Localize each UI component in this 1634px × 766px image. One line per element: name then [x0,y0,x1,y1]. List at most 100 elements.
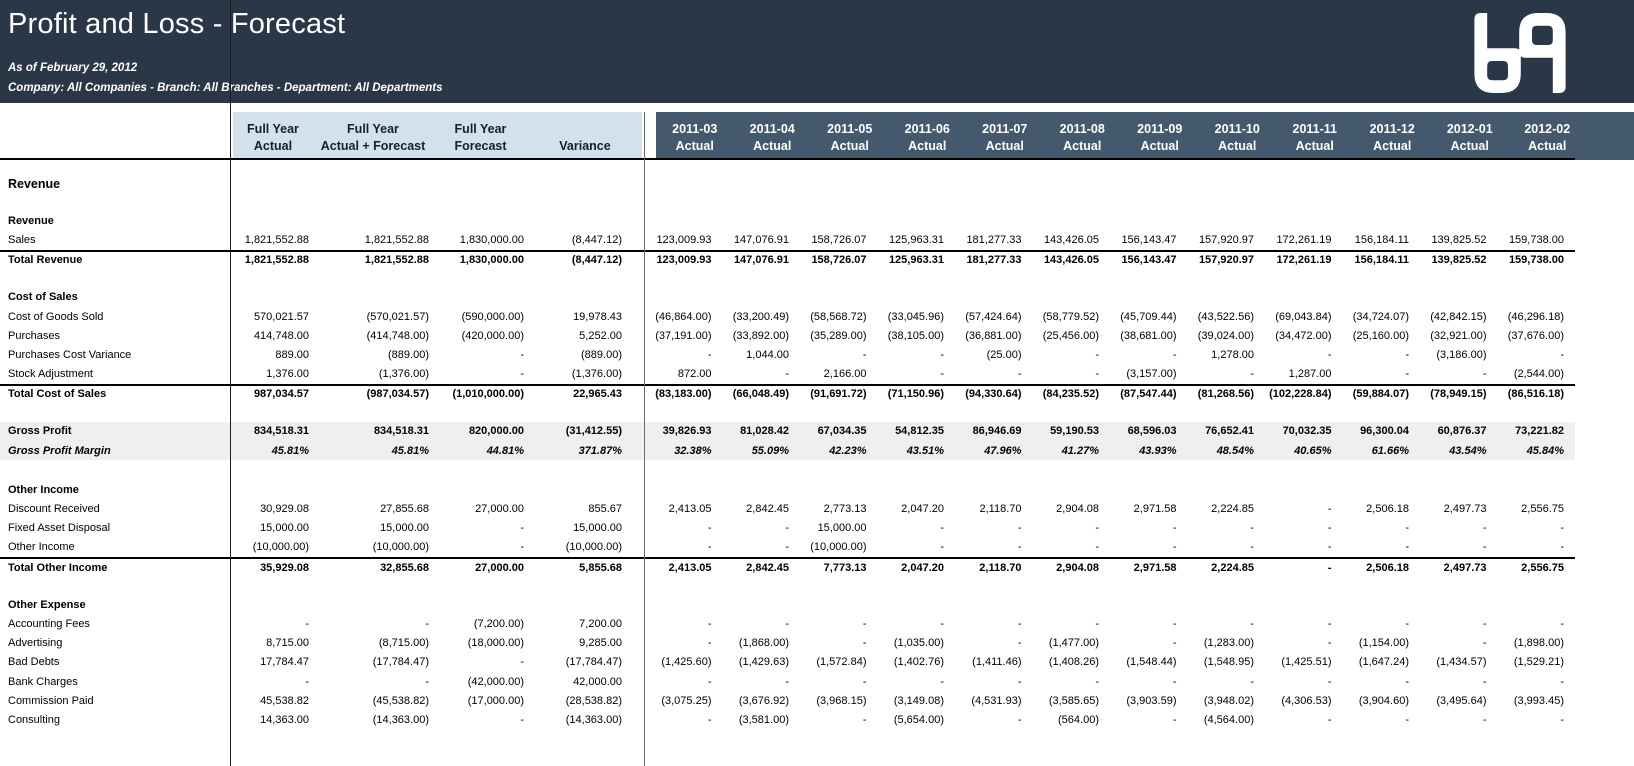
cell[interactable]: - [1327,617,1332,630]
cell[interactable]: 156,184.11 [1354,254,1409,267]
cell[interactable]: 2,497.73 [1443,561,1487,574]
cell[interactable]: (17,784.47) [565,656,622,669]
column-header-actual[interactable]: Full Year Actual [233,112,313,160]
cell[interactable]: (420,000.00) [461,329,524,342]
row-label[interactable]: Revenue [8,214,54,227]
cell[interactable]: (35,289.00) [810,329,867,342]
row-label[interactable]: Consulting [8,713,60,726]
cell[interactable]: 2,556.75 [1521,503,1564,516]
row-label[interactable]: Gross Profit [8,425,72,438]
cell[interactable]: (4,531.93) [971,694,1022,707]
cell[interactable]: 47.96% [984,444,1022,457]
cell[interactable]: - [1327,503,1332,516]
cell[interactable]: (1,035.00) [893,637,944,650]
cell[interactable]: 22,965.43 [573,388,622,401]
cell[interactable]: - [520,541,524,554]
cell[interactable]: 159,738.00 [1508,254,1564,267]
cell[interactable]: 147,076.91 [733,233,789,246]
cell[interactable]: 2,842.45 [746,503,789,516]
cell[interactable]: (25,160.00) [1352,329,1409,342]
cell[interactable]: 5,252.00 [579,329,622,342]
cell[interactable]: (1,408.26) [1048,656,1099,669]
cell[interactable]: - [520,348,524,361]
cell[interactable]: 48.54% [1216,444,1254,457]
cell[interactable]: (2,544.00) [1513,368,1564,381]
row-label[interactable]: Total Other Income [8,561,108,574]
cell[interactable]: 2,506.18 [1366,503,1409,516]
cell[interactable]: (3,903.59) [1126,694,1177,707]
cell[interactable]: - [305,617,309,630]
cell[interactable]: (1,425.51) [1281,656,1332,669]
cell[interactable]: (69,043.84) [1275,310,1332,323]
cell[interactable]: - [1172,617,1177,630]
cell[interactable]: 96,300.04 [1360,425,1409,438]
cell[interactable]: (3,157.00) [1126,368,1177,381]
cell[interactable]: (5,654.00) [893,713,944,726]
cell[interactable]: - [1560,541,1564,554]
cell[interactable]: 2,047.20 [901,503,944,516]
cell[interactable]: - [425,617,429,630]
cell[interactable]: (32,921.00) [1430,329,1487,342]
cell[interactable]: 59,190.53 [1050,425,1099,438]
cell[interactable]: (1,434.57) [1436,656,1487,669]
cell[interactable]: 76,652.41 [1205,425,1254,438]
cell[interactable]: 2,556.75 [1521,561,1564,574]
column-header-2011-11[interactable]: 2011-11 Actual [1276,112,1354,160]
row-label[interactable]: Other Income [8,483,79,496]
cell[interactable]: - [520,713,524,726]
cell[interactable]: (86,516.18) [1507,388,1564,401]
cell[interactable]: (58,568.72) [810,310,867,323]
column-header-2011-08[interactable]: 2011-08 Actual [1044,112,1122,160]
cell[interactable]: 44.81% [486,444,524,457]
cell[interactable]: (1,548.44) [1126,656,1177,669]
cell[interactable]: - [1560,675,1564,688]
cell[interactable]: (34,724.07) [1352,310,1409,323]
cell[interactable]: 73,221.82 [1515,425,1564,438]
column-header-2011-07[interactable]: 2011-07 Actual [966,112,1044,160]
cell[interactable]: (1,548.95) [1203,656,1254,669]
cell[interactable]: - [1405,348,1409,361]
cell[interactable]: 1,821,552.88 [244,254,309,267]
cell[interactable]: 159,738.00 [1508,233,1564,246]
cell[interactable]: - [1017,617,1022,630]
cell[interactable]: - [1482,541,1487,554]
cell[interactable]: - [1482,675,1487,688]
column-header-2012-02[interactable]: 2012-02 Actual [1509,112,1587,160]
cell[interactable]: - [1017,368,1022,381]
cell[interactable]: - [1405,675,1409,688]
cell[interactable]: - [940,348,944,361]
cell[interactable]: (889.00) [388,348,429,361]
cell[interactable]: (33,892.00) [732,329,789,342]
cell[interactable]: 834,518.31 [253,425,309,438]
cell[interactable]: 42,000.00 [573,675,622,688]
cell[interactable]: (87,547.44) [1120,388,1177,401]
cell[interactable]: 41.27% [1061,444,1099,457]
cell[interactable]: 820,000.00 [468,425,524,438]
cell[interactable]: - [862,637,867,650]
cell[interactable]: 2,166.00 [823,368,867,381]
cell[interactable]: (14,363.00) [565,713,622,726]
cell[interactable]: - [1560,713,1564,726]
column-header-2011-03[interactable]: 2011-03 Actual [656,112,734,160]
cell[interactable]: - [1017,675,1022,688]
cell[interactable]: (1,376.00) [378,368,429,381]
cell[interactable]: 2,904.08 [1056,561,1099,574]
cell[interactable]: 2,118.70 [979,503,1022,516]
cell[interactable]: (84,235.52) [1042,388,1099,401]
row-label[interactable]: Accounting Fees [8,617,90,630]
cell[interactable]: (39,024.00) [1197,329,1254,342]
cell[interactable]: - [1482,637,1487,650]
cell[interactable]: (1,411.46) [972,656,1022,669]
cell[interactable]: 156,184.11 [1354,233,1409,246]
cell[interactable]: - [1560,348,1564,361]
cell[interactable]: (1,477.00) [1048,637,1099,650]
cell[interactable]: 27,000.00 [475,561,524,574]
cell[interactable]: 157,920.97 [1198,233,1254,246]
cell[interactable]: (3,581.00) [738,713,789,726]
cell[interactable]: 147,076.91 [733,254,789,267]
cell[interactable]: - [1095,617,1099,630]
cell[interactable]: - [1482,617,1487,630]
cell[interactable]: (45,538.82) [372,694,429,707]
cell[interactable]: 2,971.58 [1133,561,1177,574]
cell[interactable]: 1,278.00 [1211,348,1254,361]
